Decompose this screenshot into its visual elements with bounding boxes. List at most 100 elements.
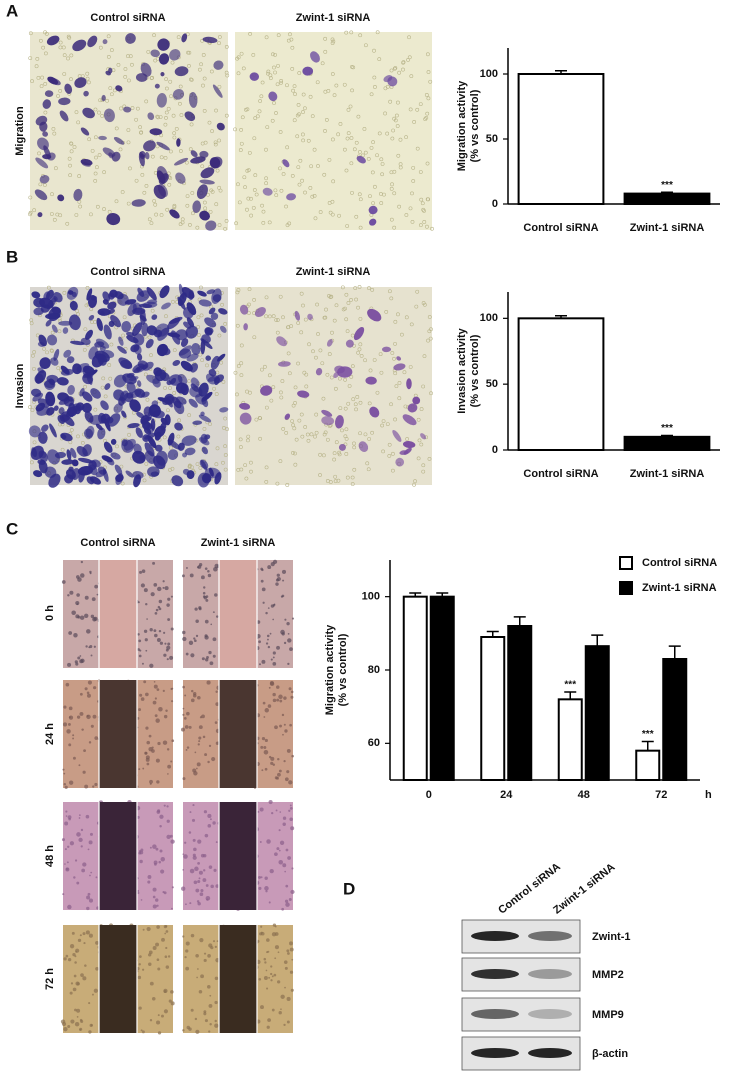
cell: [71, 931, 75, 935]
pore: [296, 361, 300, 366]
cell: [261, 587, 266, 592]
pore: [196, 325, 201, 329]
cell: [261, 769, 264, 772]
cell: [184, 111, 196, 122]
cell: [192, 804, 195, 807]
cell: [369, 406, 380, 418]
cell: [91, 597, 96, 602]
pore: [292, 426, 297, 431]
pore: [375, 390, 380, 395]
cell: [194, 607, 198, 611]
pore: [337, 213, 341, 218]
pore: [306, 438, 311, 443]
pore: [264, 176, 269, 181]
pore: [49, 212, 54, 216]
pore: [109, 342, 114, 347]
pore: [37, 151, 41, 156]
cell: [149, 779, 153, 784]
pore: [62, 53, 67, 58]
cell: [191, 342, 201, 355]
pore: [115, 444, 119, 449]
pore: [168, 149, 173, 154]
cell: [184, 694, 187, 697]
cell: [135, 427, 143, 438]
cell: [201, 657, 205, 661]
significance: ***: [642, 729, 654, 740]
cell: [291, 867, 294, 870]
pore: [209, 188, 214, 193]
pore: [225, 427, 230, 432]
cell: [189, 902, 192, 905]
cell: [139, 309, 146, 325]
pore: [196, 315, 201, 320]
pore: [275, 481, 280, 486]
cell: [197, 968, 199, 970]
cell: [196, 184, 208, 200]
pore: [178, 149, 183, 153]
pore: [265, 125, 270, 129]
cell: [148, 734, 152, 738]
pore: [53, 166, 58, 171]
cell: [185, 652, 189, 656]
cell: [84, 595, 89, 600]
cell: [211, 757, 216, 762]
pore: [311, 349, 315, 354]
cell: [272, 692, 276, 697]
cell: [139, 570, 143, 574]
cell: [63, 1026, 68, 1032]
cell: [201, 714, 205, 719]
x-tick-label: 48: [578, 789, 590, 801]
significance: ***: [564, 680, 576, 691]
cell: [107, 301, 117, 310]
pore: [350, 475, 355, 480]
cell: [199, 210, 210, 221]
pore: [390, 182, 394, 187]
cell: [207, 985, 211, 989]
pore: [185, 203, 190, 208]
pore: [32, 208, 37, 213]
pore: [393, 341, 397, 346]
cell: [338, 443, 346, 451]
pore: [217, 185, 222, 190]
pore: [378, 352, 383, 356]
cell: [161, 302, 171, 310]
pore: [362, 127, 367, 131]
cell: [167, 449, 179, 460]
pore: [331, 179, 336, 184]
cell: [68, 716, 71, 719]
x-tick-label: Control siRNA: [523, 222, 598, 234]
cell: [80, 845, 83, 848]
pore: [392, 356, 396, 361]
cell: [203, 1010, 207, 1014]
cell: [286, 949, 290, 953]
pore: [57, 329, 62, 334]
pore: [419, 197, 424, 202]
pore: [126, 140, 131, 145]
cell: [152, 844, 157, 849]
pore: [324, 118, 329, 122]
pore: [408, 107, 413, 112]
pore: [271, 52, 275, 57]
cell: [166, 748, 170, 751]
cell: [152, 700, 157, 705]
pore: [155, 144, 160, 149]
x-tick-label: 24: [500, 789, 513, 801]
pore: [419, 442, 424, 447]
cell: [145, 602, 148, 606]
pore: [333, 474, 338, 479]
cell: [68, 631, 73, 635]
cell: [287, 632, 290, 635]
cell: [194, 639, 197, 643]
cell: [188, 91, 198, 108]
cell: [72, 737, 75, 740]
cell: [267, 607, 270, 609]
pore: [107, 209, 112, 214]
scratch-image: [181, 680, 294, 789]
pore: [301, 110, 305, 114]
pore: [322, 172, 327, 177]
cell: [86, 895, 91, 900]
pore: [365, 461, 370, 466]
pore: [349, 298, 353, 302]
cell: [182, 630, 186, 635]
cell: [122, 373, 137, 385]
